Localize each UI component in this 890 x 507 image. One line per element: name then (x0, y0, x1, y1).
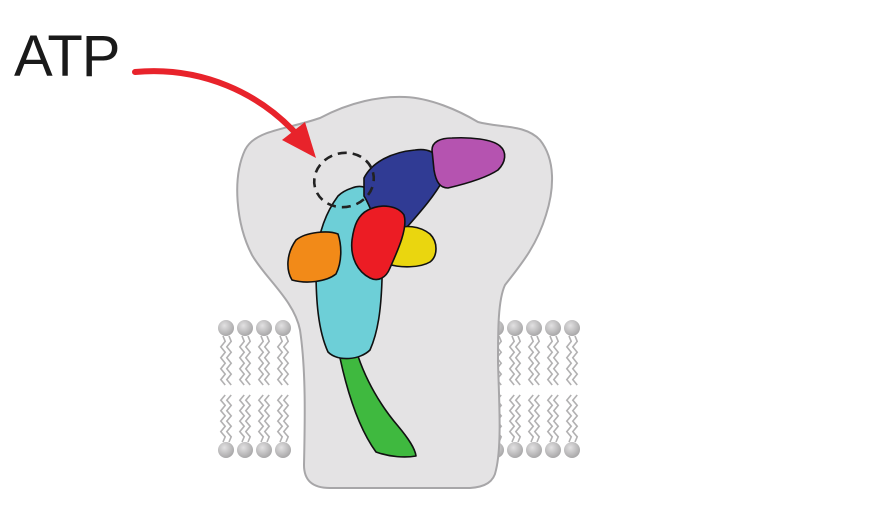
lipid-tail (533, 335, 541, 386)
protein-body (236, 95, 553, 489)
lipid-head (526, 320, 542, 336)
lipid-head (564, 320, 580, 336)
lipid-tail (508, 335, 516, 386)
lipid-tail (282, 335, 290, 386)
lipid-tail (276, 394, 284, 443)
lipid-tail (244, 335, 252, 386)
lipid-tail (263, 335, 271, 386)
lipid-head (526, 442, 542, 458)
lipid-head (545, 442, 561, 458)
domain-red (350, 205, 406, 281)
lipid-head (237, 442, 253, 458)
lipid-tail (244, 394, 252, 443)
lipid-tail (514, 335, 522, 386)
lipid-tail (527, 394, 535, 443)
domain-purple (431, 136, 506, 189)
domain-orange (287, 231, 342, 283)
lipid-tail (552, 335, 560, 386)
lipid-head (545, 320, 561, 336)
lipid-tail (225, 394, 233, 443)
lipid-tail (257, 335, 265, 386)
lipid-tail (565, 335, 573, 386)
lipid-head (218, 320, 234, 336)
lipid-head (218, 442, 234, 458)
atp-label: ATP (14, 24, 120, 89)
lipid-tail (565, 394, 573, 443)
lipid-tail (282, 394, 290, 443)
lipid-head (507, 320, 523, 336)
arrow-shaft (132, 68, 303, 141)
lipid-head (256, 320, 272, 336)
lipid-tail (571, 394, 579, 443)
lipid-tail (546, 394, 554, 443)
lipid-head (275, 320, 291, 336)
lipid-tail (219, 394, 227, 443)
lipid-tail (571, 335, 579, 386)
lipid-head (564, 442, 580, 458)
lipid-head (256, 442, 272, 458)
lipid-tail (225, 335, 233, 386)
arrow-head (282, 122, 316, 158)
lipid-tail (257, 394, 265, 443)
lipid-head (507, 442, 523, 458)
lipid-head (275, 442, 291, 458)
domain-green (339, 355, 417, 458)
lipid-tail (552, 394, 560, 443)
lipid-head (237, 320, 253, 336)
lipid-tail (276, 335, 284, 386)
lipid-tail (263, 394, 271, 443)
lipid-tail (219, 335, 227, 386)
lipid-tail (514, 394, 522, 443)
lipid-tail (238, 394, 246, 443)
lipid-tail (508, 394, 516, 443)
lipid-tail (533, 394, 541, 443)
lipid-bilayer (218, 320, 580, 458)
lipid-tail (527, 335, 535, 386)
lipid-tail (238, 335, 246, 386)
lipid-tail (546, 335, 554, 386)
atp-binding-site (312, 151, 376, 209)
